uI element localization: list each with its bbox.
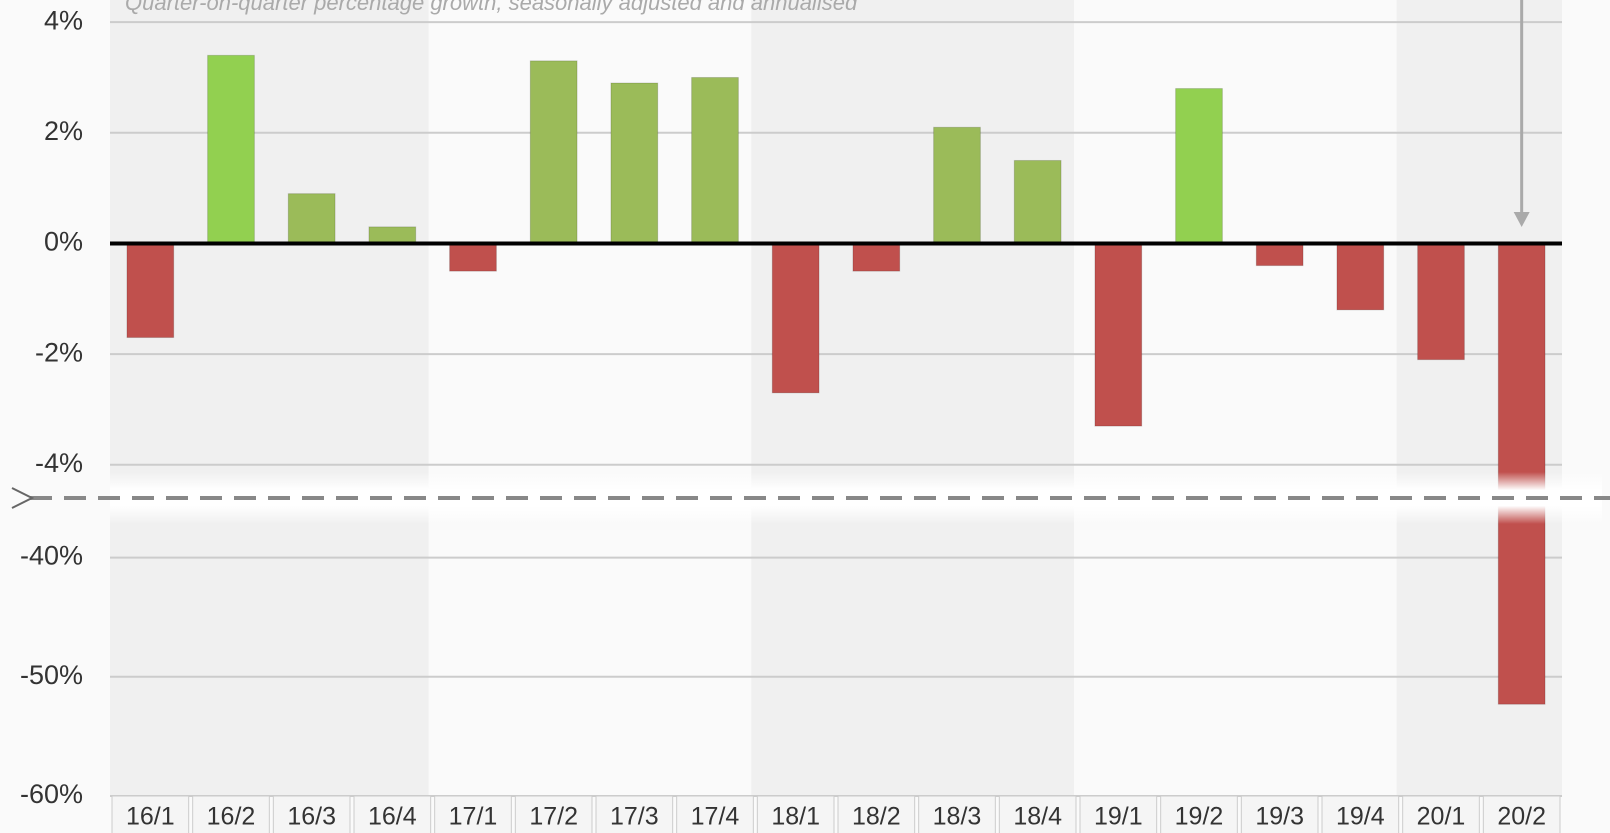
bar (1013, 159, 1062, 244)
x-tick-label: 16/3 (287, 803, 336, 831)
x-tick-cell (192, 795, 270, 833)
x-tick-label: 17/4 (691, 803, 740, 831)
x-tick-label: 19/4 (1336, 803, 1385, 831)
x-tick-cell (837, 795, 916, 833)
x-tick-label: 17/1 (449, 803, 498, 831)
x-tick-cell (676, 795, 754, 833)
x-tick-label: 18/2 (852, 803, 901, 831)
x-tick-cell (1402, 795, 1480, 833)
x-tick-cell (998, 795, 1077, 833)
x-tick-cell (1482, 795, 1561, 833)
bar (449, 242, 497, 272)
bar (126, 242, 175, 339)
bar (1094, 242, 1143, 427)
y-tick-label: -50% (20, 660, 83, 690)
x-tick-label: 20/1 (1417, 803, 1466, 831)
break-marker (11, 487, 35, 509)
x-tick-cell (1079, 795, 1158, 833)
x-tick-label: 20/2 (1497, 803, 1546, 831)
x-tick-cell (595, 795, 674, 833)
y-tick-label: -4% (35, 448, 83, 478)
bar (852, 242, 901, 272)
x-tick-label: 16/4 (368, 803, 417, 831)
arrow-head (1513, 212, 1530, 227)
x-tick-cell (1160, 795, 1238, 833)
bar (610, 82, 659, 244)
x-tick-label: 17/3 (610, 803, 659, 831)
x-tick-label: 19/2 (1175, 803, 1224, 831)
y-tick-label: -40% (20, 541, 83, 571)
y-tick-label: 0% (44, 227, 83, 257)
x-tick-label: 19/3 (1255, 803, 1304, 831)
x-tick-label: 19/1 (1094, 803, 1143, 831)
x-tick-cell (1321, 795, 1400, 833)
y-tick-label: -60% (20, 779, 83, 809)
bar (368, 226, 417, 244)
bar (691, 76, 739, 244)
x-tick-label: 16/1 (126, 803, 175, 831)
bar (771, 242, 820, 394)
x-tick-cell (1240, 795, 1319, 833)
bar (1336, 242, 1385, 311)
plot: Quarter-on-quarter percentage growth, se… (11, 0, 1610, 833)
x-tick-cell (756, 795, 835, 833)
x-tick-cell (918, 795, 996, 833)
subtitle: Quarter-on-quarter percentage growth, se… (125, 0, 858, 15)
x-tick-label: 17/2 (529, 803, 578, 831)
bar (1417, 242, 1465, 361)
x-tick-label: 18/1 (771, 803, 820, 831)
y-tick-label: -2% (35, 337, 83, 367)
x-tick-cell (353, 795, 432, 833)
x-tick-label: 18/4 (1013, 803, 1062, 831)
x-tick-label: 18/3 (933, 803, 982, 831)
bar (933, 126, 981, 244)
x-tick-cell (272, 795, 351, 833)
bar (207, 54, 255, 244)
x-tick-label: 16/2 (207, 803, 256, 831)
y-tick-label: 4% (44, 5, 83, 35)
bar (1255, 242, 1304, 267)
x-tick-cell (514, 795, 593, 833)
bar (1175, 88, 1223, 244)
x-tick-cell (434, 795, 512, 833)
y-tick-label: 2% (44, 116, 83, 146)
bar (287, 193, 336, 244)
bar (529, 60, 578, 244)
x-tick-cell (111, 795, 190, 833)
